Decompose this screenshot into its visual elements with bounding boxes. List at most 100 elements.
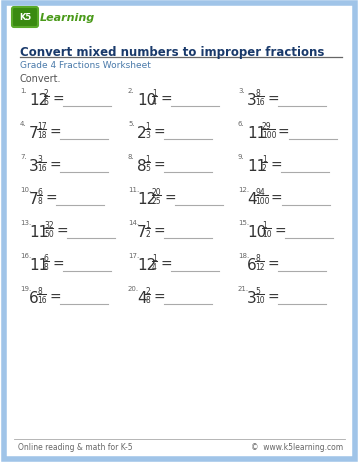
Text: 12.: 12.: [238, 187, 249, 193]
Text: 2: 2: [262, 163, 267, 173]
Text: 32: 32: [44, 220, 53, 230]
Text: 11: 11: [247, 159, 266, 174]
Text: 16: 16: [255, 98, 265, 107]
Text: 21.: 21.: [238, 285, 249, 291]
Text: 1: 1: [262, 155, 267, 163]
Text: 6: 6: [44, 253, 49, 263]
Text: 20: 20: [152, 188, 162, 197]
Text: 1: 1: [262, 220, 267, 230]
Text: 6: 6: [44, 98, 49, 107]
Text: 7.: 7.: [20, 154, 27, 160]
Text: 16: 16: [37, 295, 47, 304]
Text: =: =: [164, 192, 176, 206]
Text: 2: 2: [145, 230, 150, 238]
Text: Convert mixed numbers to improper fractions: Convert mixed numbers to improper fracti…: [20, 46, 325, 59]
Text: Learning: Learning: [40, 13, 95, 23]
Text: 5.: 5.: [128, 121, 135, 127]
Text: 15.: 15.: [238, 219, 249, 225]
Text: =: =: [52, 93, 64, 107]
Text: 13.: 13.: [20, 219, 31, 225]
Text: 4: 4: [152, 263, 157, 271]
Text: =: =: [278, 126, 289, 140]
Text: 7: 7: [29, 192, 39, 206]
Text: 1: 1: [152, 89, 157, 98]
Text: =: =: [56, 225, 68, 238]
Text: 11: 11: [29, 225, 48, 239]
Text: 4: 4: [137, 290, 146, 305]
Text: 3.: 3.: [238, 88, 245, 94]
Text: 11.: 11.: [128, 187, 139, 193]
Text: =: =: [267, 290, 279, 304]
Text: 2.: 2.: [128, 88, 135, 94]
Text: 10: 10: [255, 295, 265, 304]
Text: 8: 8: [44, 263, 49, 271]
Text: =: =: [49, 159, 61, 173]
Text: 9.: 9.: [238, 154, 245, 160]
Text: =: =: [153, 126, 165, 140]
Text: 8: 8: [137, 159, 146, 174]
Text: =: =: [153, 159, 165, 173]
Text: Online reading & math for K-5: Online reading & math for K-5: [18, 442, 132, 451]
Text: 100: 100: [255, 197, 270, 206]
Text: 8: 8: [255, 89, 260, 98]
Text: =: =: [49, 290, 61, 304]
Text: 6.: 6.: [238, 121, 245, 127]
Text: 2: 2: [145, 287, 150, 295]
Text: =: =: [52, 257, 64, 271]
Text: 1: 1: [145, 155, 150, 163]
Text: 29: 29: [262, 122, 272, 131]
Text: 8: 8: [37, 197, 42, 206]
Text: 6: 6: [29, 290, 39, 305]
Text: 5: 5: [255, 287, 260, 295]
Text: 8: 8: [37, 287, 42, 295]
Text: 3: 3: [29, 159, 39, 174]
Text: 17: 17: [37, 122, 47, 131]
Text: 14.: 14.: [128, 219, 139, 225]
Text: 3: 3: [247, 93, 257, 108]
Text: 1: 1: [152, 253, 157, 263]
Text: =: =: [160, 93, 172, 107]
Text: =: =: [160, 257, 172, 271]
Text: Grade 4 Fractions Worksheet: Grade 4 Fractions Worksheet: [20, 61, 151, 70]
Text: 12: 12: [137, 192, 156, 206]
Text: 17.: 17.: [128, 252, 139, 258]
Text: 20.: 20.: [128, 285, 139, 291]
Text: 7: 7: [137, 225, 146, 239]
Text: 3: 3: [37, 155, 42, 163]
Text: 18: 18: [37, 131, 47, 140]
Text: 8.: 8.: [128, 154, 135, 160]
Text: =: =: [153, 225, 165, 238]
Text: 19.: 19.: [20, 285, 31, 291]
Text: ©  www.k5learning.com: © www.k5learning.com: [251, 442, 343, 451]
Text: =: =: [45, 192, 57, 206]
Text: 1: 1: [145, 220, 150, 230]
Text: =: =: [49, 126, 61, 140]
Text: 12: 12: [137, 257, 156, 272]
Text: 1: 1: [145, 122, 150, 131]
Text: 4: 4: [152, 98, 157, 107]
Text: 10: 10: [137, 93, 156, 108]
Text: 94: 94: [255, 188, 265, 197]
Text: =: =: [267, 257, 279, 271]
Text: 4: 4: [247, 192, 257, 206]
Text: 7: 7: [29, 126, 39, 141]
Text: 3: 3: [145, 131, 150, 140]
Text: 12: 12: [29, 93, 48, 108]
Text: 10.: 10.: [20, 187, 31, 193]
Text: 16.: 16.: [20, 252, 31, 258]
Text: 6: 6: [37, 188, 42, 197]
Text: 100: 100: [262, 131, 276, 140]
Text: 3: 3: [247, 290, 257, 305]
Text: 16: 16: [37, 163, 47, 173]
Text: 4.: 4.: [20, 121, 27, 127]
Text: 11: 11: [247, 126, 266, 141]
Text: 6: 6: [247, 257, 257, 272]
FancyBboxPatch shape: [12, 8, 38, 28]
Text: =: =: [274, 225, 286, 238]
Text: =: =: [267, 93, 279, 107]
Text: =: =: [153, 290, 165, 304]
Text: 8: 8: [145, 295, 150, 304]
Text: =: =: [270, 159, 282, 173]
Text: 1.: 1.: [20, 88, 27, 94]
Text: 11: 11: [29, 257, 48, 272]
